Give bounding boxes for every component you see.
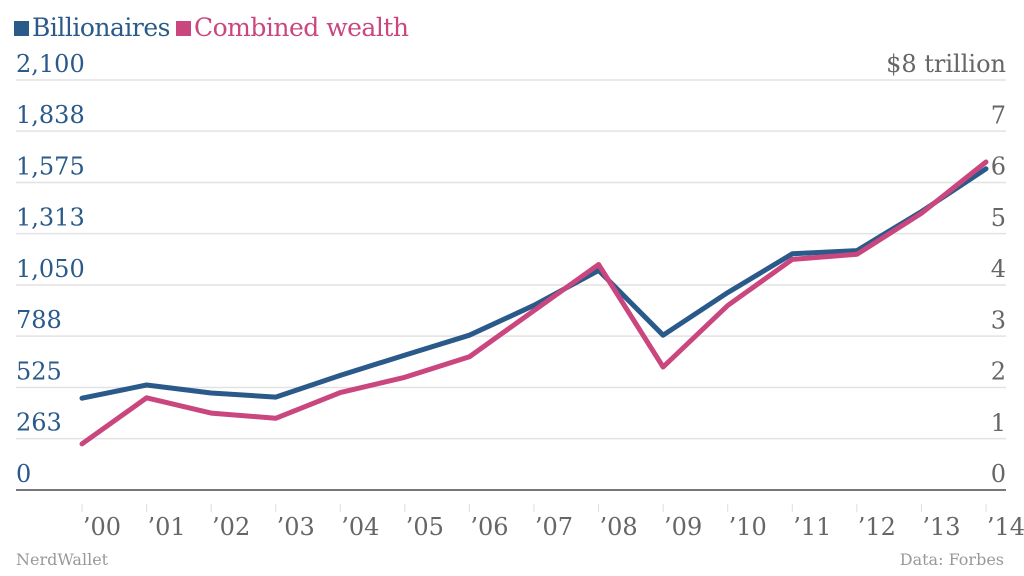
x-axis-tick-label: ’01 [147,513,185,541]
x-axis-tick-label: ’10 [729,513,767,541]
legend-label-combined-wealth: Combined wealth [193,13,409,42]
right-axis-tick-label: 0 [991,460,1006,488]
x-axis: ’00 ’01 ’02 ’03 ’04 ’05 ’06 ’07 ’08 ’09 ’10 ’11 ’12 ’… [81,504,1024,541]
x-axis-tick-label: ’09 [664,513,702,541]
x-axis-tick-label: ’03 [277,513,315,541]
right-axis-tick-label: 6 [991,153,1006,181]
left-axis-tick-label: 1,575 [16,153,85,181]
left-axis-tick-label: 0 [16,460,31,488]
x-axis-tick-label: ’04 [341,513,379,541]
left-axis-tick-label: 525 [16,358,62,386]
left-axis-tick-label: 263 [16,409,62,437]
x-axis-tick-label: ’00 [83,513,121,541]
right-axis-tick-label: 1 [991,409,1006,437]
series-line-billionaires [79,166,989,401]
x-axis-tick-label: ’05 [406,513,444,541]
left-axis-tick-label: 788 [16,306,62,334]
legend-item-combined-wealth: Combined wealth [175,13,409,42]
x-axis-tick-label: ’02 [212,513,250,541]
credit-publisher: NerdWallet [16,550,109,569]
legend-swatch-billionaires [14,21,29,36]
left-axis-tick-label: 1,313 [16,204,85,232]
series-line-combined-wealth [79,159,989,447]
left-axis-tick-label: 1,838 [16,101,85,129]
x-axis-tick-label: ’08 [599,513,637,541]
x-axis-tick-label: ’06 [470,513,508,541]
x-axis-tick-label: ’07 [535,513,573,541]
left-y-axis: 0 263 525 788 1,050 1,313 1,575 1,838 2,100 [16,50,85,488]
right-axis-tick-label: 4 [991,255,1006,283]
legend-item-billionaires: Billionaires [14,13,170,42]
x-axis-tick-label: ’12 [858,513,896,541]
legend-label-billionaires: Billionaires [32,13,170,42]
right-axis-tick-label: 3 [991,306,1006,334]
right-axis-tick-label: $8 trillion [886,50,1006,78]
credit-data-source: Data: Forbes [899,550,1004,569]
x-axis-tick-label: ’14 [987,513,1024,541]
right-axis-tick-label: 5 [991,204,1006,232]
right-axis-tick-label: 7 [991,101,1006,129]
x-axis-tick-label: ’13 [922,513,960,541]
x-axis-tick-label: ’11 [793,513,831,541]
left-axis-tick-label: 2,100 [16,50,85,78]
series-lines [79,159,989,447]
right-axis-tick-label: 2 [991,358,1006,386]
gridlines [16,79,1006,491]
legend-swatch-combined-wealth [175,21,191,36]
left-axis-tick-label: 1,050 [16,255,85,283]
right-y-axis: 0 1 2 3 4 5 6 7 $8 trillion [886,50,1006,488]
legend: Billionaires Combined wealth [14,13,414,42]
